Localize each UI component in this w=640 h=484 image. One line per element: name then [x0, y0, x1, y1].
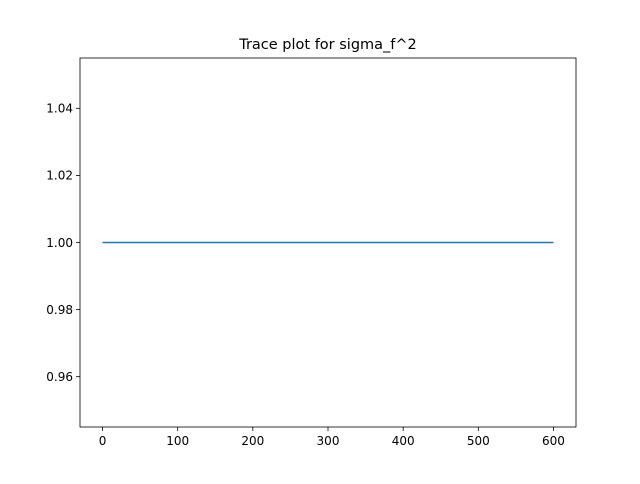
plot-area-frame	[79, 57, 577, 428]
x-tick-label: 300	[317, 434, 340, 448]
ticks-layer: 0 100 200 300 400 500 600 0.96 0.98 1.00 1.02 1.04	[46, 102, 565, 448]
y-tick-label: 0.96	[46, 370, 73, 384]
y-tick-label: 1.04	[46, 102, 73, 116]
chart-title: Trace plot for sigma_f^2	[238, 37, 417, 53]
x-tick-label: 200	[241, 434, 264, 448]
x-tick-label: 400	[392, 434, 415, 448]
x-tick-label: 0	[99, 434, 107, 448]
y-tick-label: 0.98	[46, 303, 73, 317]
x-tick-label: 500	[467, 434, 490, 448]
y-tick-label: 1.00	[46, 236, 73, 250]
x-tick-label: 100	[166, 434, 189, 448]
x-tick-label: 600	[542, 434, 565, 448]
y-tick-label: 1.02	[46, 169, 73, 183]
